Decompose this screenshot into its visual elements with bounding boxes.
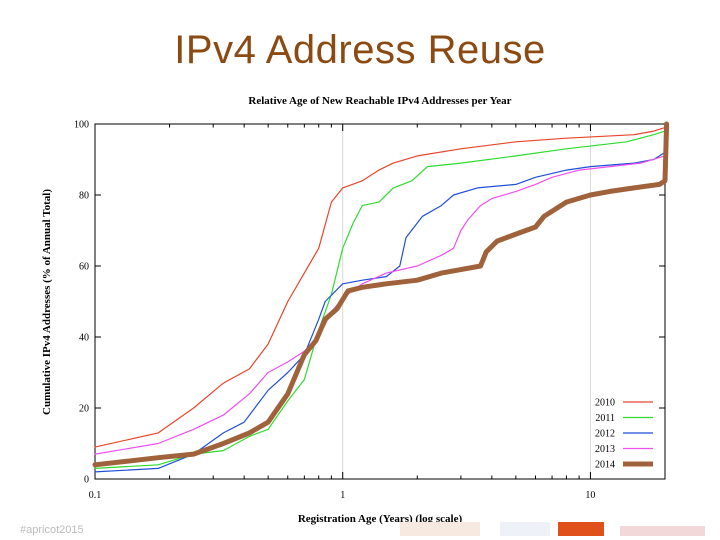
x-tick-label: 0.1 xyxy=(89,490,102,501)
x-tick-label: 1 xyxy=(340,490,345,501)
legend-label-2010: 2010 xyxy=(595,398,615,409)
series-lines xyxy=(92,121,670,473)
legend-label-2011: 2011 xyxy=(595,413,615,424)
y-tick-label: 20 xyxy=(79,404,89,415)
axes: 0 20 40 60 80 100 0.1 1 10 xyxy=(74,120,666,501)
legend-label-2013: 2013 xyxy=(595,444,615,455)
series-line-2014 xyxy=(92,121,670,468)
y-tick-label: 40 xyxy=(79,333,89,344)
footer-hashtag: #apricot2015 xyxy=(20,524,84,536)
series-line-2010 xyxy=(94,127,666,448)
apricot-badge-mark xyxy=(558,522,604,536)
chart-title: Relative Age of New Reachable IPv4 Addre… xyxy=(248,95,511,107)
legend-label-2012: 2012 xyxy=(595,429,615,440)
y-tick-label: 0 xyxy=(84,475,89,486)
series-line-2013 xyxy=(94,141,668,455)
y-tick-label: 60 xyxy=(79,262,89,273)
y-axis-label: Cumulative IPv4 Addresses (% of Annual T… xyxy=(41,189,53,415)
plot-frame xyxy=(94,123,666,480)
apricot-logo-mark xyxy=(400,522,480,536)
skyline-mark xyxy=(620,526,705,536)
legend-label-2014: 2014 xyxy=(595,460,615,471)
x-tick-label: 10 xyxy=(585,490,595,501)
sponsor-logos xyxy=(400,522,705,536)
y-tick-label: 80 xyxy=(79,191,89,202)
slide-title: IPv4 Address Reuse xyxy=(174,28,546,72)
series-line-2012 xyxy=(94,134,668,473)
legend: 2010 2011 2012 2013 2014 xyxy=(595,398,653,471)
apan-logo-mark xyxy=(500,522,550,536)
y-tick-label: 100 xyxy=(74,120,89,131)
series-line-2011 xyxy=(94,130,666,469)
